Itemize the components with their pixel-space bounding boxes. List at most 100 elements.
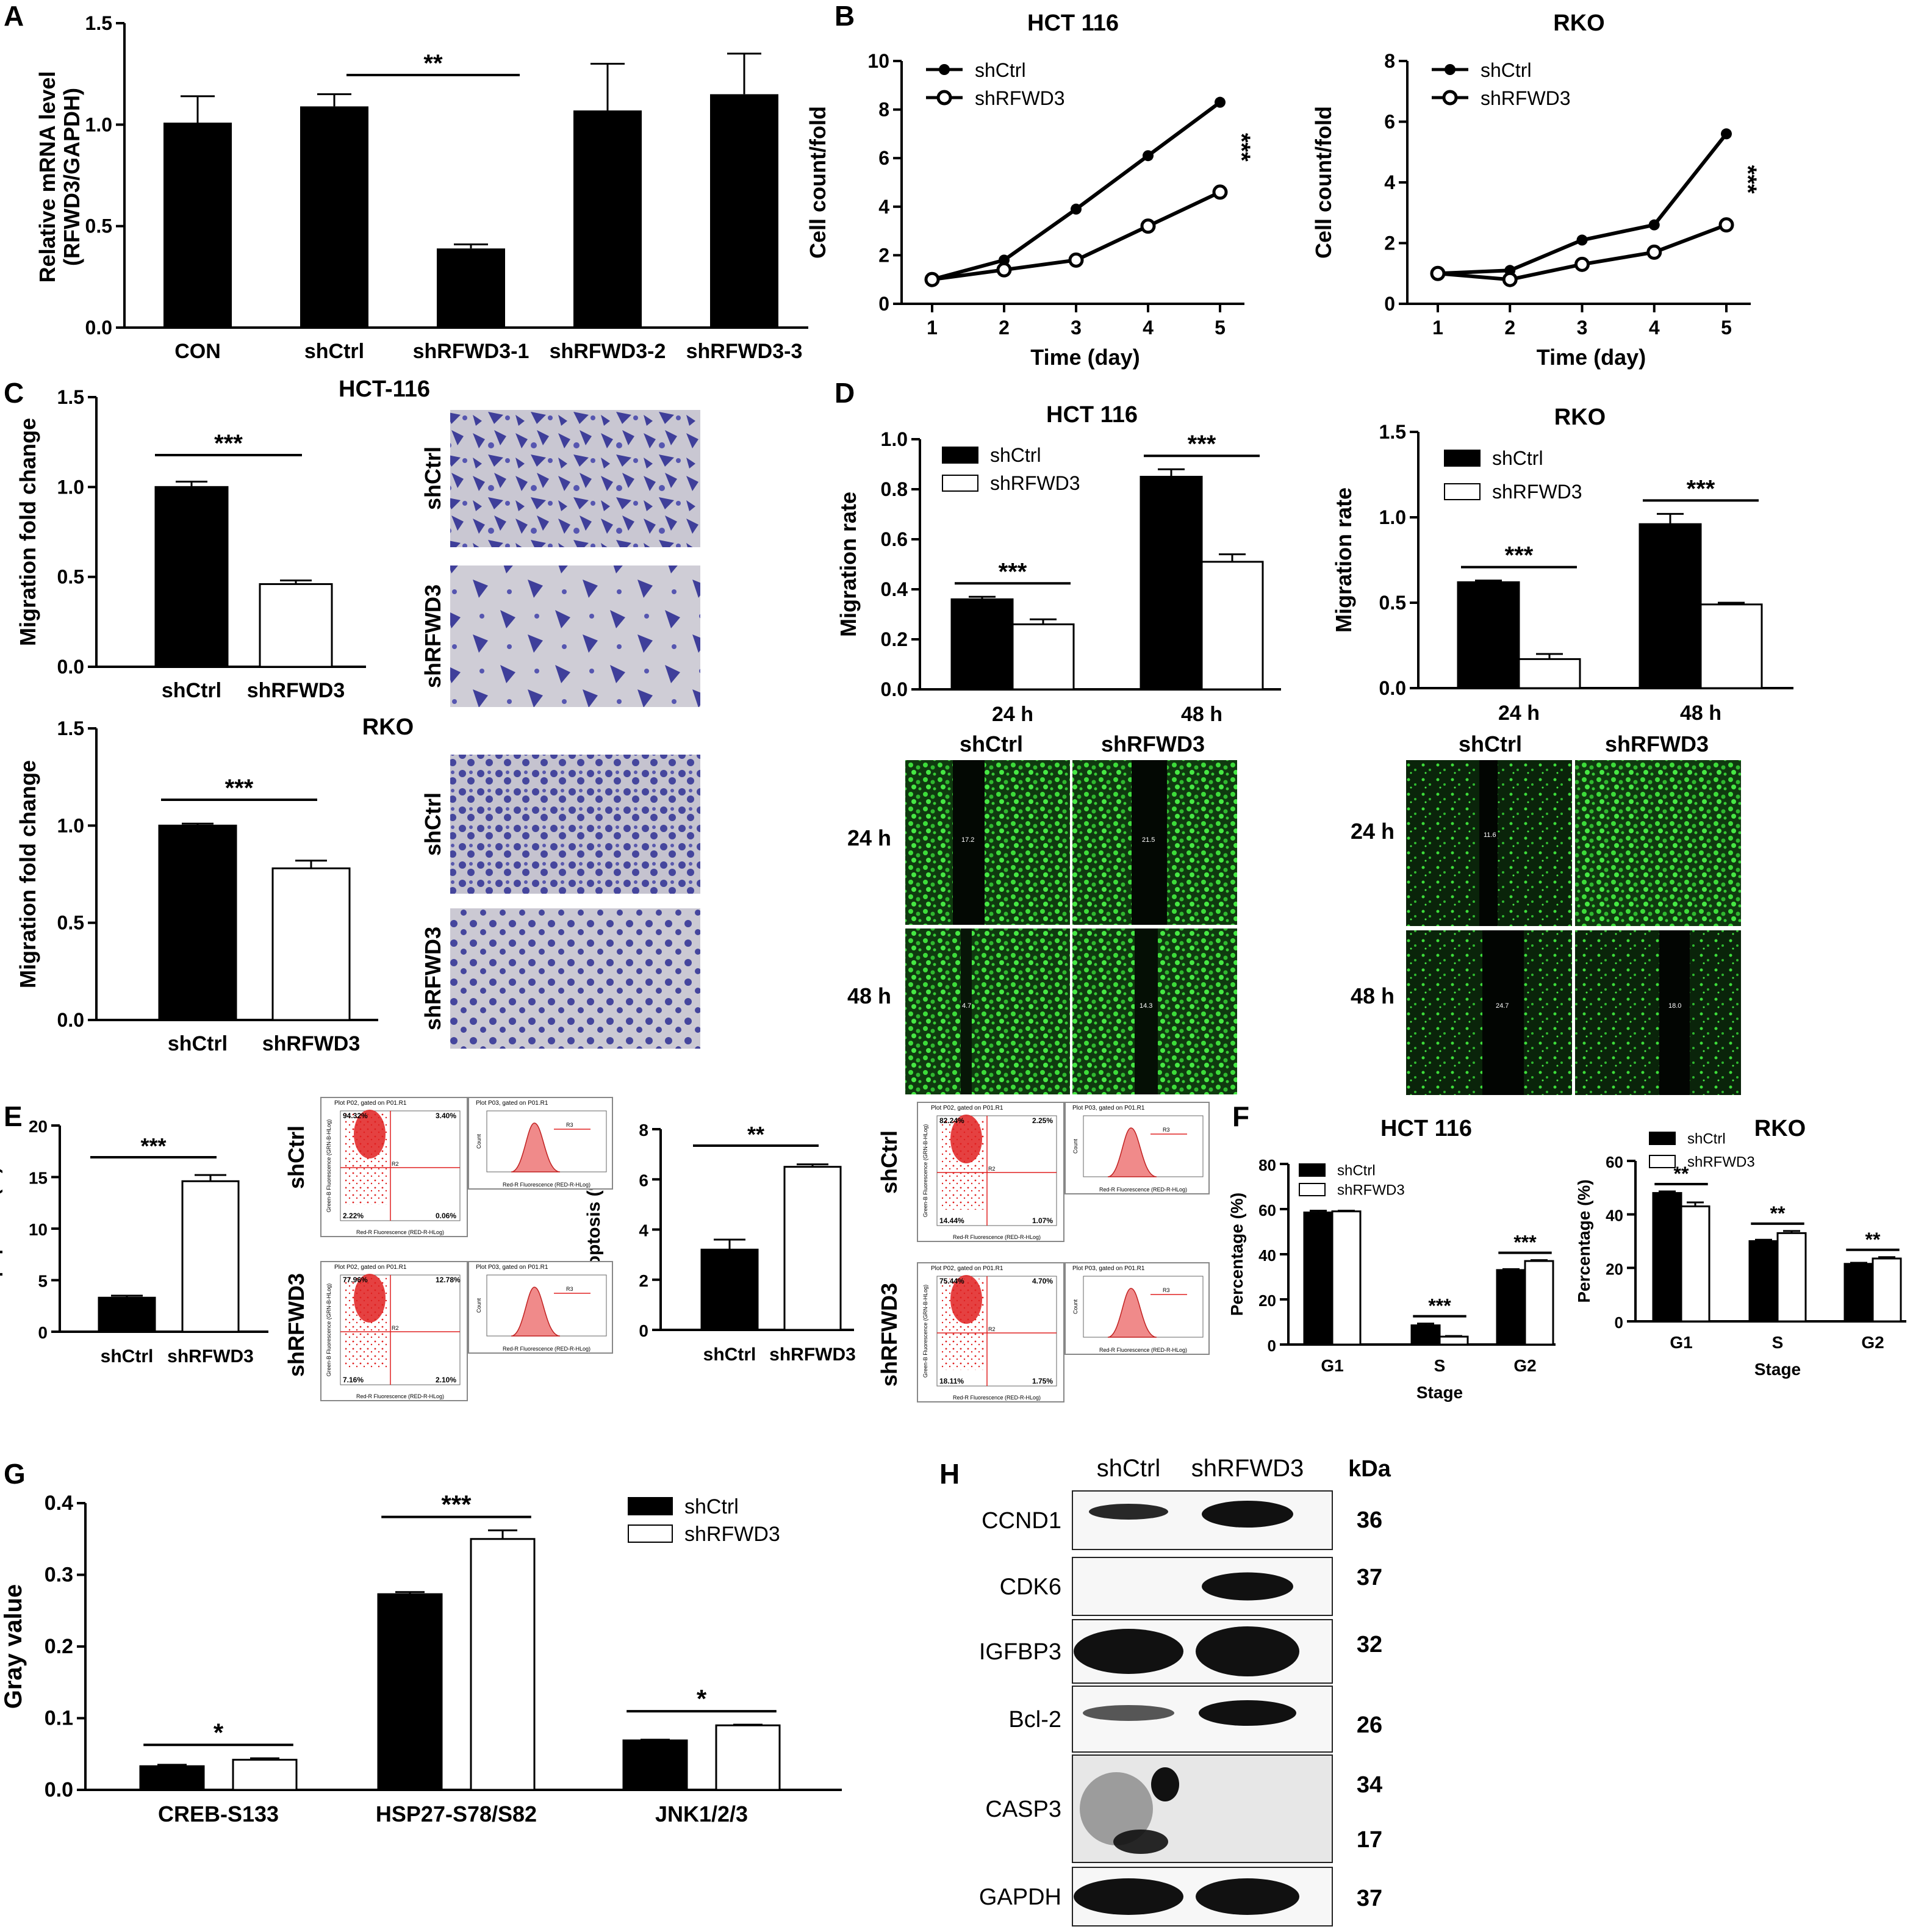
y-tick-label: 0.0 bbox=[57, 656, 84, 678]
bar-shCtrl-24 h bbox=[1457, 581, 1520, 689]
wound-gap bbox=[953, 760, 985, 925]
flow-block: Plot P02, gated on P01.R1 R2 75.44% 4.70% 18… bbox=[877, 1262, 1210, 1402]
legend-swatch bbox=[1299, 1183, 1326, 1196]
plot-title: Plot P02, gated on P01.R1 bbox=[931, 1105, 1003, 1111]
histogram-peak bbox=[511, 1122, 561, 1172]
bar-shRFWD3-48 h bbox=[1700, 603, 1763, 689]
significance-label: *** bbox=[999, 558, 1027, 585]
x-tick-label: shRFWD3-2 bbox=[550, 340, 666, 363]
bar-shRFWD3-S bbox=[1776, 1232, 1807, 1323]
y-tick-label: 0.5 bbox=[57, 566, 84, 588]
d-rko-row-48h: 48 h bbox=[1351, 983, 1395, 1008]
x-tick-label: shRFWD3 bbox=[247, 679, 345, 702]
significance-label: ** bbox=[1674, 1163, 1689, 1185]
chart-f1: 0 20 40 60 80 Percentage (%) HCT 116 G1 S *** G2 **… bbox=[1227, 1116, 1556, 1402]
x-tick-label: 48 h bbox=[1680, 702, 1721, 725]
point-shCtrl bbox=[1576, 234, 1588, 246]
wb-kda-label: 32 bbox=[1357, 1632, 1382, 1657]
crystal-image-hct-shrfwd3 bbox=[450, 566, 700, 707]
point-shRFWD3 bbox=[1068, 252, 1084, 268]
wound-gap bbox=[1479, 760, 1498, 926]
y-axis-label: Green-B Fluorescence (GRN-B-HLog) bbox=[922, 1124, 928, 1218]
chart-title: HCT 116 bbox=[1027, 10, 1119, 36]
y-tick-label: 0 bbox=[639, 1321, 648, 1340]
y-tick-label: 80 bbox=[1258, 1156, 1276, 1174]
x-tick-label: HSP27-S78/S82 bbox=[376, 1801, 537, 1826]
x-tick-label: 24 h bbox=[1498, 702, 1540, 725]
significance-label: *** bbox=[1428, 1295, 1451, 1317]
y-axis-label: Count bbox=[476, 1298, 482, 1313]
region-label: R3 bbox=[1163, 1287, 1170, 1293]
significance-label: * bbox=[214, 1718, 224, 1747]
y-tick-label: 1.0 bbox=[881, 428, 908, 450]
wb-kda-label: 37 bbox=[1357, 1565, 1382, 1590]
legend-marker bbox=[939, 64, 950, 75]
x-tick-label: CON bbox=[174, 340, 221, 363]
y-tick-label: 1.5 bbox=[85, 12, 112, 34]
legend-label: shCtrl bbox=[1687, 1130, 1726, 1147]
region-label: R3 bbox=[1163, 1127, 1170, 1133]
crystal-image-hct-shctrl bbox=[450, 410, 700, 547]
y-tick-label: 0.2 bbox=[881, 628, 908, 650]
significance-label: ** bbox=[423, 50, 443, 77]
chart-c2: 0.0 0.5 1.0 1.5 Migration fold change RKO shCt… bbox=[15, 714, 414, 1055]
x-tick-label: G2 bbox=[1861, 1333, 1884, 1352]
bar-shCtrl bbox=[98, 1296, 156, 1333]
flow-block: Plot P02, gated on P01.R1 R2 82.24% 2.25% 14… bbox=[877, 1102, 1210, 1242]
gap-label: 4.7 bbox=[962, 1002, 971, 1010]
y-tick-label: 40 bbox=[1258, 1246, 1276, 1265]
legend-label: shCtrl bbox=[990, 444, 1041, 466]
flow-block: Plot P02, gated on P01.R1 R2 77.96% 12.78% 7… bbox=[284, 1261, 613, 1401]
flow-row-label: shRFWD3 bbox=[284, 1273, 309, 1377]
y-tick-label: 20 bbox=[1258, 1291, 1276, 1310]
wb-row-CDK6: CDK6 37 bbox=[1000, 1557, 1382, 1616]
y-tick-label: 0.5 bbox=[57, 912, 84, 934]
region-label: R2 bbox=[988, 1326, 996, 1332]
y-axis-label: Relative mRNA level bbox=[35, 71, 60, 283]
blot-band bbox=[1202, 1572, 1293, 1601]
x-tick-label: 48 h bbox=[1181, 703, 1222, 726]
bar-shRFWD3 bbox=[181, 1180, 240, 1333]
point-shCtrl bbox=[1648, 219, 1660, 231]
bar-shRFWD3-G1 bbox=[1680, 1205, 1710, 1323]
quadrant-pct: 1.75% bbox=[1032, 1377, 1053, 1385]
gap-label: 17.2 bbox=[961, 836, 974, 844]
bar-shCtrl-S bbox=[1410, 1324, 1441, 1346]
series-line-shCtrl bbox=[1437, 132, 1728, 276]
blot-band bbox=[1199, 1700, 1296, 1726]
blot-band bbox=[1113, 1830, 1168, 1854]
y-axis-label: Count bbox=[1072, 1139, 1079, 1154]
point-shCtrl bbox=[1721, 128, 1732, 140]
y-tick-label: 20 bbox=[1606, 1260, 1623, 1278]
x-tick-label: 4 bbox=[1143, 317, 1154, 339]
y-tick-label: 0.1 bbox=[45, 1707, 73, 1730]
dot-cluster bbox=[354, 1274, 386, 1323]
bar-shCtrl bbox=[300, 106, 368, 328]
legend-label: shCtrl bbox=[1337, 1162, 1376, 1179]
point-shCtrl bbox=[1071, 203, 1082, 215]
y-tick-label: 6 bbox=[878, 147, 889, 169]
x-axis-label: Red-R Fluorescence (RED-R-HLog) bbox=[503, 1346, 590, 1352]
wb-kda-label: 37 bbox=[1357, 1886, 1382, 1911]
blot-band bbox=[1089, 1504, 1168, 1520]
bar-shCtrl-G1 bbox=[1652, 1192, 1682, 1323]
bar-shRFWD3 bbox=[783, 1166, 842, 1331]
bar-shCtrl-48 h bbox=[1639, 523, 1702, 689]
legend-label: shRFWD3 bbox=[990, 472, 1080, 494]
y-axis-label: Migration fold change bbox=[15, 760, 40, 988]
y-tick-label: 0.4 bbox=[881, 578, 908, 600]
legend-marker bbox=[936, 90, 952, 106]
y-tick-label: 0.4 bbox=[45, 1492, 73, 1515]
c-hct-row-label-shrfwd3: shRFWD3 bbox=[420, 584, 445, 688]
wb-column-header: shCtrl bbox=[1097, 1455, 1160, 1482]
wb-kda-header: kDa bbox=[1348, 1456, 1391, 1482]
point-shCtrl bbox=[1215, 96, 1226, 108]
bar-shRFWD3-48 h bbox=[1201, 561, 1264, 691]
bar-shCtrl-HSP27-S78/S82 bbox=[377, 1593, 443, 1791]
y-tick-label: 1.0 bbox=[57, 476, 84, 498]
plot-title: Plot P02, gated on P01.R1 bbox=[334, 1264, 407, 1271]
plot-title: Plot P03, gated on P01.R1 bbox=[1072, 1265, 1145, 1272]
legend-label: shRFWD3 bbox=[1481, 87, 1571, 109]
bar-shCtrl-24 h bbox=[950, 598, 1014, 691]
legend-swatch bbox=[942, 475, 978, 492]
